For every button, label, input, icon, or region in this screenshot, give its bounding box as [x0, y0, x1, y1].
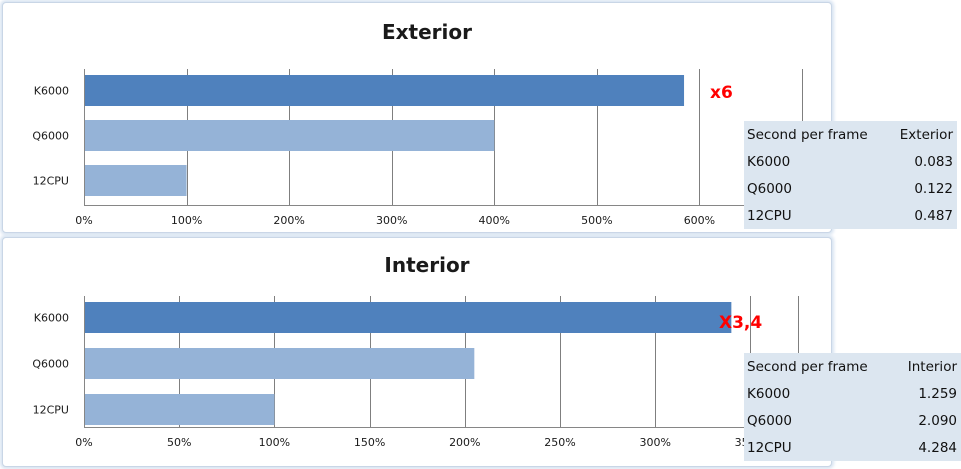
exterior-seconds-table: Second per frame Exterior K6000 0.083 Q6…: [744, 121, 957, 229]
speedup-annotation: X3,4: [719, 313, 762, 333]
table-cell-label: Q6000: [747, 180, 792, 197]
tick-label: 0%: [75, 214, 92, 227]
table-cell-value: 2.090: [918, 412, 957, 429]
category-label: 12CPU: [33, 175, 69, 188]
table-row: 12CPU 4.284: [744, 434, 961, 461]
exterior-chart: Exterior K6000 Q6000 12CPU 0% 100% 200% 300% 400…: [32, 20, 803, 227]
table-cell-label: Q6000: [747, 412, 792, 429]
tick-label: 300%: [376, 214, 407, 227]
table-header-value: Interior: [907, 358, 957, 375]
tick-label: 250%: [544, 436, 575, 449]
bar-12cpu: [84, 394, 275, 425]
table-cell-label: K6000: [747, 385, 791, 402]
table-row: Q6000 0.122: [744, 175, 957, 202]
bar-12cpu: [84, 165, 187, 196]
tick-label: 100%: [259, 436, 290, 449]
tick-label: 50%: [167, 436, 191, 449]
tick-label: 200%: [449, 436, 480, 449]
tick-label: 500%: [581, 214, 612, 227]
table-header-label: Second per frame: [747, 358, 868, 375]
category-label: K6000: [34, 312, 69, 325]
table-cell-value: 0.083: [914, 153, 953, 170]
table-cell-value: 1.259: [918, 385, 957, 402]
interior-chart: Interior K6000 Q6000 12CPU 0% 50% 100% 150% 200%…: [32, 253, 799, 449]
category-label: K6000: [34, 85, 69, 98]
table-header-row: Second per frame Interior: [744, 353, 961, 380]
bar-k6000: [84, 75, 685, 106]
category-label: 12CPU: [33, 404, 69, 417]
table-row: K6000 1.259: [744, 380, 961, 407]
table-header-label: Second per frame: [747, 126, 868, 143]
table-cell-label: K6000: [747, 153, 791, 170]
table-cell-label: 12CPU: [747, 439, 792, 456]
tick-label: 100%: [171, 214, 202, 227]
tick-label: 0%: [75, 436, 92, 449]
table-row: K6000 0.083: [744, 148, 957, 175]
table-header-value: Exterior: [899, 126, 953, 143]
tick-label: 400%: [479, 214, 510, 227]
exterior-chart-panel: Exterior K6000 Q6000 12CPU 0% 100% 200% 300% 400…: [2, 2, 832, 233]
speedup-annotation: x6: [710, 83, 733, 103]
table-header-row: Second per frame Exterior: [744, 121, 957, 148]
category-label: Q6000: [32, 358, 69, 371]
table-cell-value: 0.122: [914, 180, 953, 197]
tick-label: 600%: [684, 214, 715, 227]
table-cell-label: 12CPU: [747, 207, 792, 224]
chart-title: Exterior: [382, 20, 472, 44]
bar-k6000: [84, 302, 732, 333]
table-cell-value: 0.487: [914, 207, 953, 224]
category-label: Q6000: [32, 130, 69, 143]
interior-seconds-table: Second per frame Interior K6000 1.259 Q6…: [744, 353, 961, 461]
table-row: Q6000 2.090: [744, 407, 961, 434]
table-row: 12CPU 0.487: [744, 202, 957, 229]
tick-label: 150%: [354, 436, 385, 449]
interior-chart-panel: Interior K6000 Q6000 12CPU 0% 50% 100% 150% 200%…: [2, 237, 832, 467]
bar-q6000: [84, 348, 475, 379]
tick-label: 200%: [273, 214, 304, 227]
bar-q6000: [84, 120, 495, 151]
tick-label: 300%: [639, 436, 670, 449]
table-cell-value: 4.284: [918, 439, 957, 456]
chart-title: Interior: [384, 253, 469, 277]
